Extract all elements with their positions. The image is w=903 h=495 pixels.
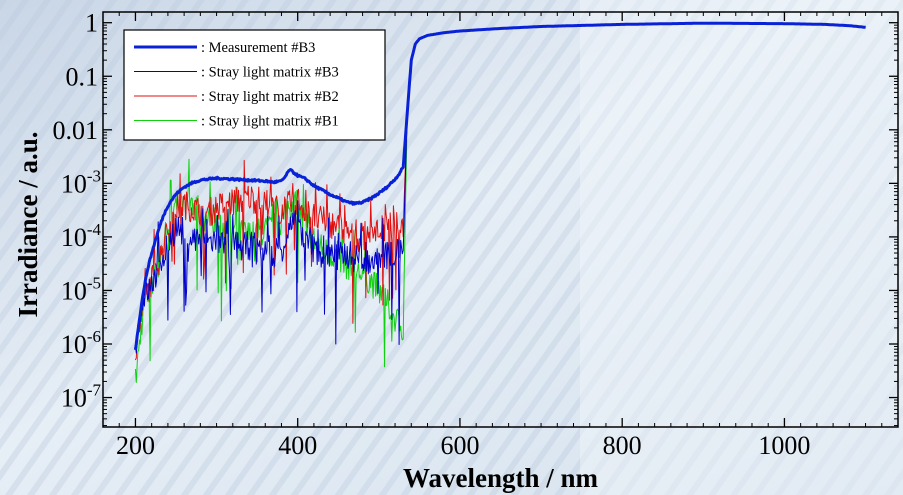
x-tick-label: 400 bbox=[278, 431, 317, 460]
axes-frame bbox=[102, 11, 899, 428]
y-axis-label: Irradiance / a.u. bbox=[13, 132, 43, 318]
x-axis-label: Wavelength / nm bbox=[403, 463, 599, 493]
legend-entry-label: : Measurement #B3 bbox=[201, 40, 315, 56]
legend: : Measurement #B3 : Stray light matrix #B… bbox=[123, 29, 386, 141]
y-tick-label: 10-3 bbox=[61, 166, 101, 198]
x-tick-label: 600 bbox=[440, 431, 479, 460]
series-line-1 bbox=[133, 21, 867, 351]
y-tick-label: 10-5 bbox=[61, 273, 101, 305]
legend-entry-label: : Stray light matrix #B1 bbox=[201, 114, 339, 130]
legend-entry-label: : Stray light matrix #B2 bbox=[201, 89, 339, 105]
y-tick-label: 1 bbox=[85, 9, 98, 38]
ticks-layer: 200 400 600 800 1000 10-7 10-6 10-5 10-4 10-3 0.01… bbox=[53, 9, 898, 460]
y-tick-label: 10-7 bbox=[61, 381, 102, 413]
y-tick-label: 0.01 bbox=[53, 116, 99, 145]
legend-entry-label: : Stray light matrix #B3 bbox=[201, 65, 339, 81]
x-tick-label: 800 bbox=[603, 431, 642, 460]
x-tick-label: 1000 bbox=[758, 431, 810, 460]
y-tick-label: 0.1 bbox=[66, 62, 99, 91]
y-tick-label: 10-4 bbox=[61, 220, 102, 252]
y-tick-label: 10-6 bbox=[61, 327, 101, 359]
series-layer bbox=[133, 21, 867, 383]
x-tick-label: 200 bbox=[116, 431, 155, 460]
